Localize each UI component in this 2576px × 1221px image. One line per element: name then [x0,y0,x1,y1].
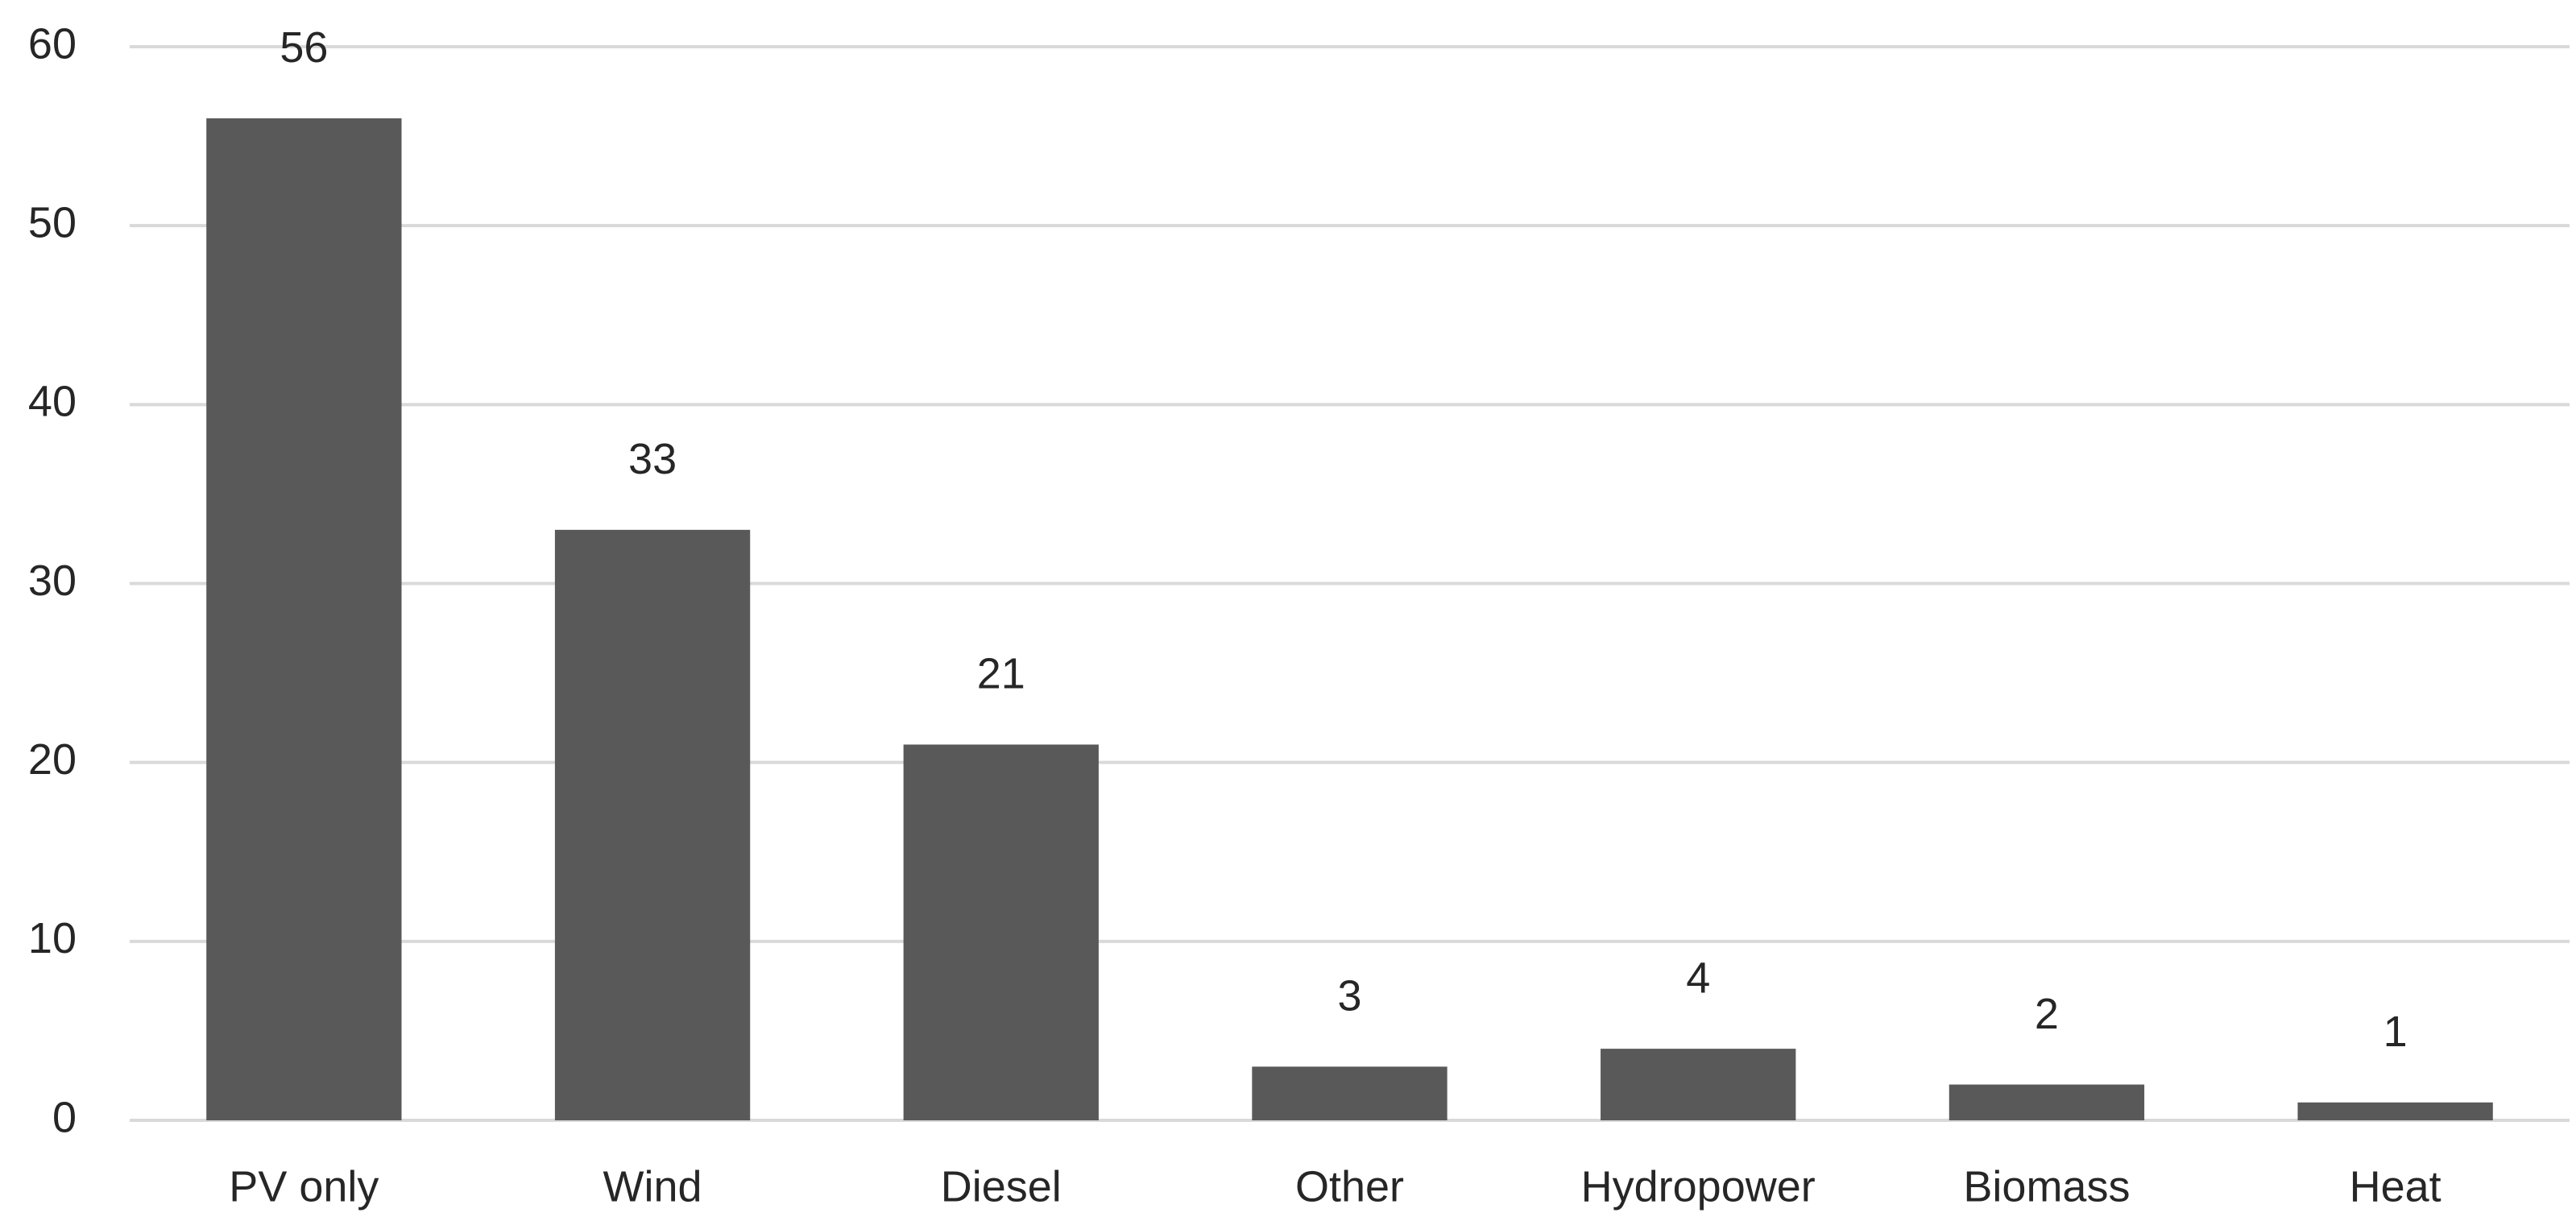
data-label: 3 [1337,972,1361,1020]
data-label: 21 [977,650,1025,698]
y-tick-label: 10 [28,914,77,962]
y-tick-label: 40 [28,378,77,426]
x-tick-label: Other [1295,1162,1404,1211]
bar [2297,1102,2493,1120]
bar [1949,1084,2145,1120]
y-tick-label: 30 [28,557,77,605]
bar [1252,1066,1447,1120]
data-label: 33 [628,435,677,483]
y-tick-label: 0 [52,1093,77,1141]
x-tick-label: Heat [2350,1162,2441,1211]
data-label: 56 [280,23,328,72]
bar [1601,1049,1796,1120]
x-tick-label: PV only [229,1162,379,1211]
bar [206,118,402,1120]
y-tick-label: 50 [28,198,77,246]
bar [554,529,751,1120]
x-tick-label: Biomass [1963,1162,2130,1211]
x-tick-label: Wind [603,1162,702,1211]
y-tick-label: 20 [28,735,77,784]
data-label: 1 [2383,1008,2408,1056]
x-tick-label: Hydropower [1581,1162,1816,1211]
data-label: 4 [1686,954,1710,1002]
x-tick-label: Diesel [941,1162,1062,1211]
data-label: 2 [2035,990,2059,1038]
bar [903,744,1099,1120]
y-tick-label: 60 [28,19,77,68]
